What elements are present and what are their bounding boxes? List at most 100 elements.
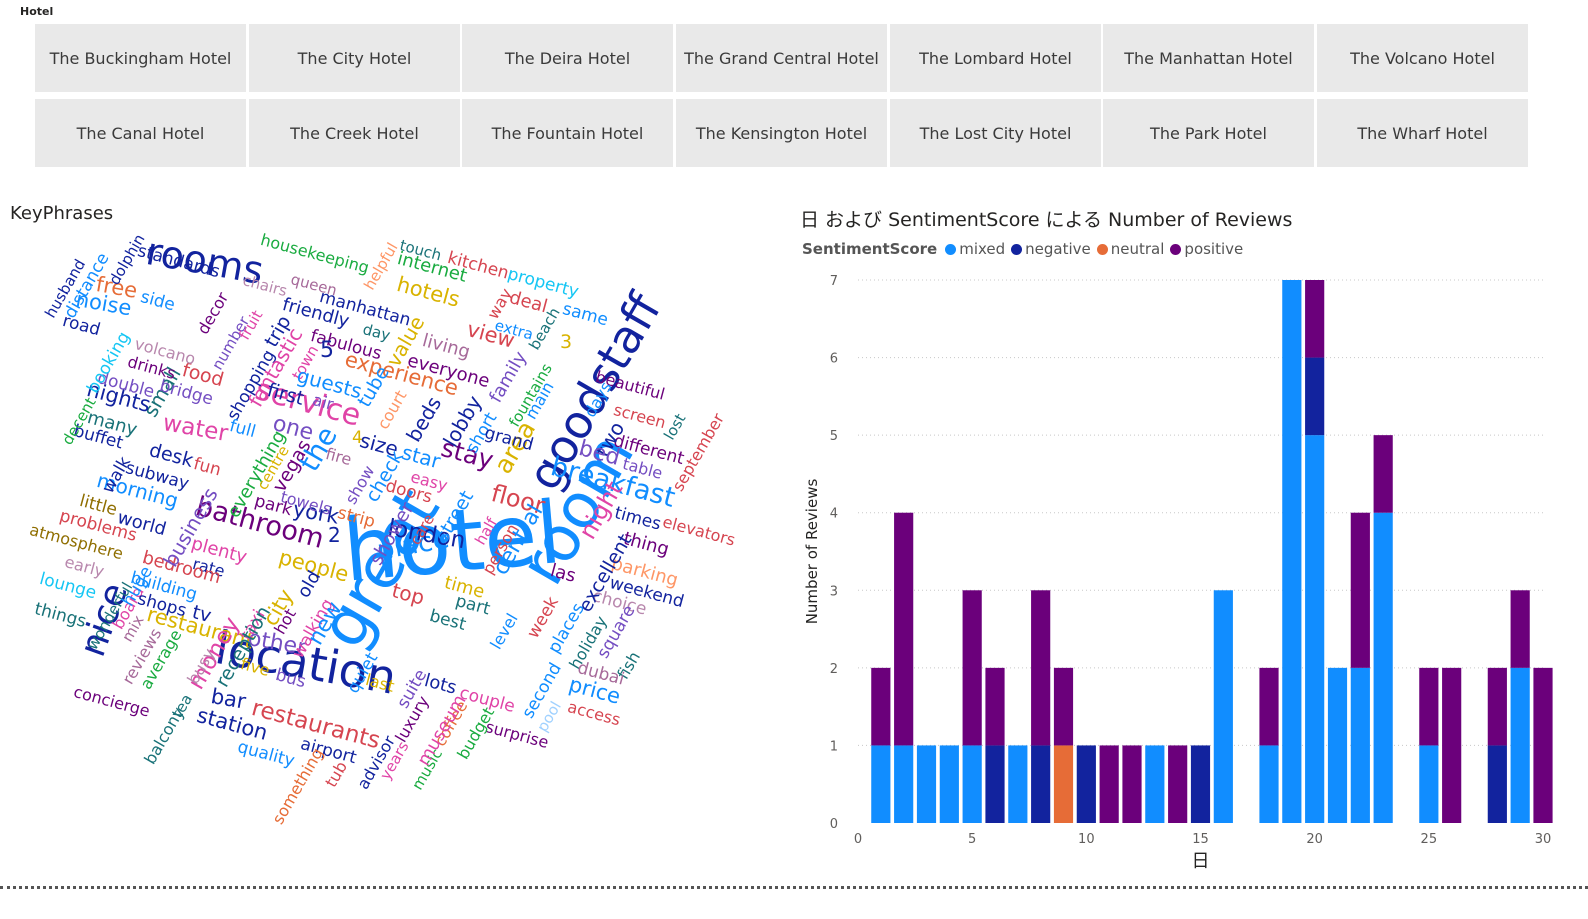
legend-item[interactable]: negative: [1011, 240, 1091, 258]
keyphrase-word[interactable]: concierge: [71, 682, 152, 721]
keyphrase-word[interactable]: things: [32, 599, 89, 632]
keyphrases-wordcloud: hotel great room goodstaff location rooms nice…: [20, 232, 770, 852]
x-tick-label: 10: [1078, 832, 1095, 847]
x-tick-label: 0: [854, 832, 862, 847]
keyphrase-word[interactable]: fire: [323, 444, 354, 470]
hotel-tile[interactable]: The Grand Central Hotel: [676, 24, 887, 92]
hotel-tile[interactable]: The Lombard Hotel: [890, 24, 1101, 92]
hotel-tile[interactable]: The Kensington Hotel: [676, 99, 887, 167]
legend-label: positive: [1184, 240, 1244, 258]
y-tick-label: 1: [830, 739, 838, 754]
bar-segment-positive: [1487, 667, 1507, 746]
bar-segment-mixed: [1008, 745, 1028, 823]
hotel-tile[interactable]: The Creek Hotel: [249, 99, 460, 167]
bar-segment-positive: [1350, 512, 1370, 668]
bar-segment-positive: [1510, 590, 1530, 668]
bar-segment-positive: [1373, 435, 1393, 513]
bar-segment-negative: [1305, 357, 1325, 436]
bar-segment-mixed: [962, 745, 982, 823]
hotel-tile[interactable]: The Wharf Hotel: [1317, 99, 1528, 167]
hotel-tile[interactable]: The Lost City Hotel: [890, 99, 1101, 167]
keyphrase-word[interactable]: bus: [273, 665, 308, 693]
bar-segment-mixed: [871, 745, 891, 823]
y-tick-label: 0: [830, 817, 838, 832]
bar-segment-negative: [1487, 745, 1507, 823]
bar-segment-mixed: [1327, 667, 1348, 823]
bar-segment-neutral: [1053, 745, 1074, 823]
keyphrase-word[interactable]: full: [227, 416, 258, 443]
keyphrase-word[interactable]: queen: [288, 270, 339, 300]
legend-label: mixed: [959, 240, 1006, 258]
bar-segment-mixed: [894, 745, 914, 823]
keyphrase-word[interactable]: chairs: [240, 271, 290, 301]
y-tick-label: 6: [830, 352, 838, 367]
keyphrase-word[interactable]: decor: [193, 288, 233, 338]
bar-segment-mixed: [939, 745, 959, 823]
keyphrase-word[interactable]: side: [138, 287, 178, 316]
y-tick-label: 5: [830, 429, 838, 444]
legend-dot-icon: [945, 243, 957, 255]
bar-segment-positive: [1099, 745, 1119, 823]
reviews-bar-chart: 0 1 2 3 4 5 6 7 0 5 10 15 20 25 30 日 Number of Reviews: [803, 274, 1553, 872]
bar-segment-positive: [1533, 667, 1553, 823]
keyphrase-word[interactable]: housekeeping: [258, 232, 372, 278]
keyphrase-word[interactable]: 4: [352, 428, 363, 448]
y-tick-label: 3: [830, 584, 838, 599]
bar-segment-mixed: [1282, 280, 1302, 823]
hotel-slicer: The Buckingham Hotel The City Hotel The De…: [35, 24, 1529, 167]
hotel-tile[interactable]: The Fountain Hotel: [462, 99, 673, 167]
bar-segment-mixed: [1259, 745, 1279, 823]
x-tick-label: 15: [1192, 832, 1209, 847]
bar-segment-mixed: [1145, 745, 1165, 823]
keyphrase-word[interactable]: road: [60, 311, 103, 341]
legend-label: negative: [1025, 240, 1091, 258]
x-axis-label: 日: [1192, 851, 1210, 872]
bar-segment-positive: [985, 667, 1005, 746]
bar-segment-positive: [894, 512, 914, 746]
legend-item[interactable]: positive: [1170, 240, 1243, 258]
hotel-tile[interactable]: The Park Hotel: [1103, 99, 1314, 167]
legend-dot-icon: [1170, 243, 1182, 255]
y-tick-label: 7: [830, 274, 838, 289]
hotel-tile[interactable]: The City Hotel: [249, 24, 460, 92]
y-tick-label: 4: [830, 507, 838, 522]
keyphrase-word[interactable]: elevators: [660, 512, 738, 550]
legend-label: neutral: [1110, 240, 1165, 258]
hotel-tile[interactable]: The Deira Hotel: [462, 24, 673, 92]
hotel-tile[interactable]: The Canal Hotel: [35, 99, 246, 167]
bar-segment-positive: [1031, 590, 1051, 746]
keyphrase-word[interactable]: fun: [191, 454, 224, 481]
keyphrase-word[interactable]: 2: [328, 523, 341, 547]
legend-item[interactable]: mixed: [945, 240, 1005, 258]
bar-segment-positive: [871, 667, 891, 746]
keyphrase-word[interactable]: 3: [560, 331, 573, 353]
x-tick-label: 30: [1535, 832, 1552, 847]
keyphrase-word[interactable]: 5: [320, 338, 334, 363]
chart-title: 日 および SentimentScore による Number of Revie…: [800, 209, 1293, 231]
keyphrase-word[interactable]: same: [560, 299, 611, 331]
bar-segment-mixed: [1419, 745, 1439, 823]
chart-legend: SentimentScore mixed negative neutral posit…: [802, 240, 1249, 258]
bottom-divider: [0, 886, 1588, 889]
wordcloud-title: KeyPhrases: [10, 203, 114, 224]
y-tick-label: 2: [830, 662, 838, 677]
bar-segment-mixed: [916, 745, 937, 823]
keyphrase-word[interactable]: quality: [235, 737, 297, 772]
bar-segment-positive: [1053, 667, 1074, 746]
bar-segment-mixed: [1350, 667, 1370, 823]
legend-dot-icon: [1096, 243, 1108, 255]
keyphrase-word[interactable]: level: [486, 610, 522, 653]
bar-segment-mixed: [1213, 590, 1233, 823]
bar-segment-positive: [1419, 667, 1439, 746]
bar-segment-negative: [1076, 745, 1096, 823]
hotel-tile[interactable]: The Volcano Hotel: [1317, 24, 1528, 92]
bar-segment-mixed: [1373, 512, 1393, 823]
bar-segment-positive: [1305, 280, 1325, 358]
legend-item[interactable]: neutral: [1096, 240, 1165, 258]
hotel-tile[interactable]: The Buckingham Hotel: [35, 24, 246, 92]
bar-segment-positive: [1168, 745, 1188, 823]
hotel-tile[interactable]: The Manhattan Hotel: [1103, 24, 1314, 92]
bar-segment-mixed: [1510, 667, 1530, 823]
bar-segment-positive: [1442, 667, 1462, 823]
keyphrase-word[interactable]: water: [160, 410, 230, 448]
